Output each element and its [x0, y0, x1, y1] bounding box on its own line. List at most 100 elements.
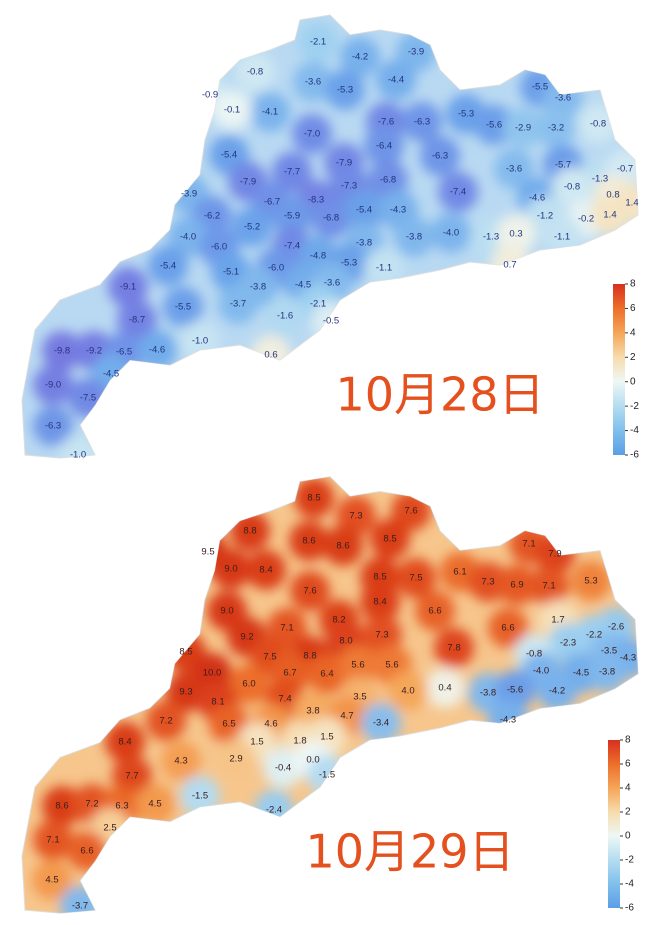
- value-cell: [168, 217, 208, 257]
- value-label: -7.5: [80, 393, 96, 404]
- value-label: -5.1: [223, 267, 239, 278]
- value-cell: [536, 108, 576, 148]
- value-cell: [216, 739, 256, 779]
- value-label: -0.9: [202, 90, 218, 101]
- value-cell: [265, 296, 305, 336]
- value-label: -1.3: [592, 174, 608, 185]
- value-label: 9.0: [220, 606, 233, 617]
- value-label: 7.1: [522, 539, 535, 550]
- value-label: 6.7: [283, 668, 296, 679]
- value-label: 1.4: [625, 198, 638, 209]
- value-label: 0.7: [503, 260, 516, 271]
- value-label: -2.1: [310, 37, 326, 48]
- value-cell: [161, 741, 201, 781]
- value-cell: [496, 214, 536, 254]
- value-cell: [336, 496, 376, 536]
- value-label: -4.6: [529, 193, 545, 204]
- value-label: 9.2: [240, 632, 253, 643]
- value-cell: [292, 114, 332, 154]
- value-label: -1.5: [319, 770, 335, 781]
- value-label: 5.6: [385, 660, 398, 671]
- value-cell: [148, 246, 188, 286]
- value-label: -5.7: [555, 160, 571, 171]
- value-label: 8.4: [118, 737, 131, 748]
- value-cell: [571, 561, 611, 601]
- value-label: -2.9: [515, 123, 531, 134]
- value-label: -7.0: [304, 129, 320, 140]
- value-cell: [415, 591, 455, 631]
- value-cell: [364, 248, 404, 288]
- value-label: -9.1: [120, 282, 136, 293]
- value-cell: [272, 152, 312, 192]
- value-cell: [33, 820, 73, 860]
- value-label: -7.9: [336, 158, 352, 169]
- value-cell: [250, 92, 290, 132]
- value-cell: [587, 652, 627, 692]
- map-title: 10月29日: [305, 825, 514, 879]
- value-label: 8.5: [373, 572, 386, 583]
- value-label: 1.7: [551, 615, 564, 626]
- value-label: -6.8: [323, 213, 339, 224]
- value-cell: [402, 102, 442, 142]
- value-label: 8.8: [303, 651, 316, 662]
- value-label: 6.3: [115, 801, 128, 812]
- value-label: 4.7: [340, 711, 353, 722]
- value-label: -6.0: [268, 263, 284, 274]
- value-label: -3.9: [181, 189, 197, 200]
- map-2: 10月29日 8.5 7.3 7.6 8.8 8.6 8.6 8.5 9.5 9.0 8.4 7.1…: [21, 476, 639, 914]
- value-label: -3.5: [601, 646, 617, 657]
- value-label: 6.4: [320, 669, 333, 680]
- value-cell: [396, 558, 436, 598]
- value-label: -3.8: [480, 688, 496, 699]
- value-label: 5.6: [351, 660, 364, 671]
- value-label: 1.5: [320, 732, 333, 743]
- value-label: 6.6: [80, 846, 93, 857]
- value-cell: [488, 608, 528, 648]
- value-cell: [135, 784, 175, 824]
- value-label: 8.5: [179, 647, 192, 658]
- value-label: 0.3: [509, 229, 522, 240]
- value-label: -3.2: [548, 123, 564, 134]
- value-label: 7.7: [125, 771, 138, 782]
- value-label: -7.7: [284, 167, 300, 178]
- value-label: 2.5: [103, 823, 116, 834]
- value-cell: [438, 172, 478, 212]
- value-label: 4.6: [264, 719, 277, 730]
- value-label: 7.1: [280, 623, 293, 634]
- value-label: 9.3: [179, 687, 192, 698]
- colorbar-label: 6: [625, 759, 631, 770]
- value-label: -1.5: [192, 791, 208, 802]
- value-label: 7.5: [409, 573, 422, 584]
- map-1: 10月28日 -2.1-4.2 -3.9-0.8-3.6-5.3-4.4-0.9-…: [21, 14, 639, 461]
- value-label: -8.7: [129, 315, 145, 326]
- value-label: -5.6: [486, 120, 502, 131]
- value-cell: [211, 549, 251, 589]
- value-cell: [376, 60, 416, 100]
- value-cell: [495, 670, 535, 710]
- value-cell: [117, 300, 157, 340]
- value-label: -9.2: [86, 346, 102, 357]
- value-label: 2.9: [229, 754, 242, 765]
- value-cell: [360, 582, 400, 622]
- value-label: -4.2: [549, 686, 565, 697]
- value-label: 8.1: [211, 697, 224, 708]
- value-cell: [537, 671, 577, 711]
- value-label: 4.5: [45, 875, 58, 886]
- value-cell: [338, 645, 378, 685]
- value-label: 7.8: [447, 643, 460, 654]
- value-cell: [370, 519, 410, 559]
- value-label: -0.4: [275, 763, 291, 774]
- value-label: -6.0: [211, 242, 227, 253]
- value-label: 6.0: [242, 679, 255, 690]
- value-label: -5.4: [356, 205, 372, 216]
- value-label: -0.7: [617, 164, 633, 175]
- value-label: 3.8: [306, 706, 319, 717]
- value-label: -6.8: [380, 175, 396, 186]
- value-cell: [42, 786, 82, 826]
- value-label: -4.3: [620, 653, 636, 664]
- value-label: -2.3: [560, 638, 576, 649]
- value-label: -4.0: [180, 232, 196, 243]
- colorbar-label: -2: [630, 401, 639, 412]
- value-label: 7.1: [542, 581, 555, 592]
- value-cell: [364, 126, 404, 166]
